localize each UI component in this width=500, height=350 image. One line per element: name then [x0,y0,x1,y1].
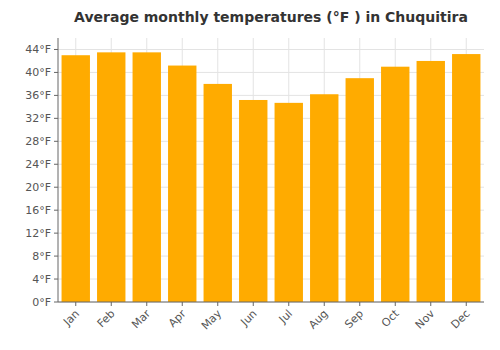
x-tick-label: Dec [448,307,472,331]
y-tick [54,49,58,50]
y-tick [54,279,58,280]
bar [417,61,445,302]
x-tick [466,302,467,306]
x-tick-label: Sep [342,307,366,331]
y-tick-label: 12°F [25,227,51,240]
bar [275,103,303,302]
x-tick [111,302,112,306]
y-tick [54,164,58,165]
y-tick [54,302,58,303]
y-tick [54,233,58,234]
bar [381,67,409,302]
title: Average monthly temperatures (°F ) in Ch… [74,9,468,25]
y-tick-label: 44°F [25,43,51,56]
x-tick-label: Nov [413,307,438,332]
background [0,0,500,350]
y-tick [54,187,58,188]
bar [452,54,480,302]
x-tick [395,302,396,306]
x-tick-label: Jul [276,307,295,326]
x-tick-label: Oct [379,307,402,330]
y-tick-label: 36°F [25,89,51,102]
x-tick [182,302,183,306]
y-tick [54,118,58,119]
y-tick-label: 40°F [25,66,51,79]
x-tick-label: May [199,307,225,333]
x-tick-label: Jun [238,307,260,329]
x-tick-label: Feb [95,307,118,330]
y-tick-label: 0°F [32,296,51,309]
y-tick-label: 24°F [25,158,51,171]
x-tick [324,302,325,306]
x-tick [288,302,289,306]
y-tick-label: 8°F [32,250,51,263]
y-tick [54,95,58,96]
y-tick-label: 28°F [25,135,51,148]
bar [62,55,90,302]
y-tick-label: 16°F [25,204,51,217]
y-tick-label: 4°F [32,273,51,286]
x-tick-label: Apr [166,307,189,330]
x-tick [253,302,254,306]
bar [204,84,232,302]
bars [62,52,481,302]
y-axis-line [58,38,59,302]
x-tick [75,302,76,306]
bar [310,94,338,302]
y-tick-label: 32°F [25,112,51,125]
bar [346,78,374,302]
x-tick-label: Jan [60,307,82,329]
bar [133,52,161,302]
y-tick [54,141,58,142]
y-tick [54,72,58,73]
x-tick-label: Mar [129,307,153,331]
x-tick [146,302,147,306]
bar [97,52,125,302]
bar [168,66,196,302]
x-tick [359,302,360,306]
y-grid-line [58,49,484,50]
y-tick [54,256,58,257]
chart: Average monthly temperatures (°F ) in Ch… [0,0,500,350]
x-tick [217,302,218,306]
y-tick-label: 20°F [25,181,51,194]
y-tick [54,210,58,211]
x-tick-label: Aug [306,307,330,331]
bar [239,100,267,302]
y-grid-line [58,302,484,303]
x-tick [430,302,431,306]
x-axis-line [58,302,484,303]
